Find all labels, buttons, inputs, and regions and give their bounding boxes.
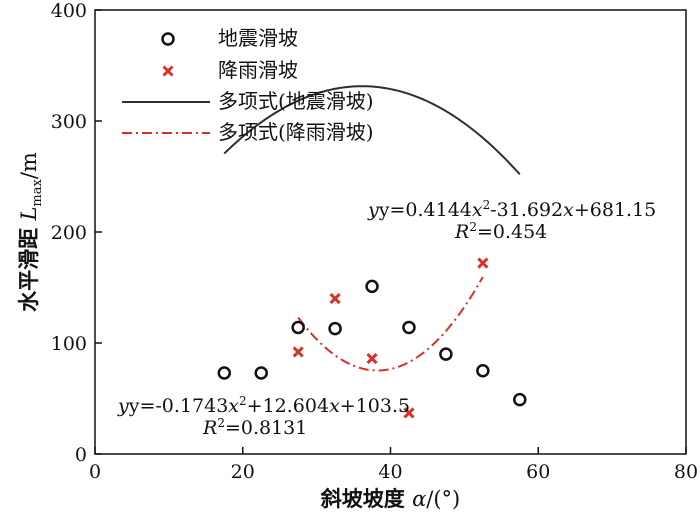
y-axis-title: 水平滑距 Lmax/m [16,152,45,312]
earthquake-point [254,366,268,380]
eq-rain-mid: -31.692 [490,199,563,221]
y-tick-label: 100 [51,333,87,355]
x-tick-label: 80 [674,461,698,483]
eq-quake-x2: x [228,395,239,417]
x-axis-title: 斜坡坡度 α/(°) [320,486,460,511]
legend-label-rainfall-fit: 多项式(降雨滑坡) [218,120,374,144]
eq-quake-suffix: +103.5 [340,395,410,417]
fit-curve-earthquake [223,85,521,175]
eq-rain-x2: x [472,199,483,221]
earthquake-point [365,279,379,294]
r2-earthquake: R2=0.8131 [202,416,307,439]
y-tick-label: 200 [51,222,87,244]
eq-quake-prefix: y=-0.1743 [128,395,229,417]
eq-quake-sup: 2 [239,394,247,408]
rainfall-point [477,257,489,269]
eq-quake-y: y [117,395,129,417]
equation-rainfall: yy=0.4144x2-31.692x+681.15 [367,198,656,221]
fit-curves [223,85,521,372]
earthquake-point [217,366,232,380]
rainfall-point [366,352,378,365]
r2-quake-value: =0.8131 [225,417,307,439]
x-tick-label: 60 [526,461,550,483]
equation-earthquake: yy=-0.1743x2+12.604x+103.5 [117,394,410,417]
earthquake-point [439,347,453,361]
r2-rain-r: R [454,221,469,243]
annotations: yy=0.4144x2-31.692x+681.15 R2=0.454 yy=-… [117,198,656,439]
x-tick-label: 20 [231,461,255,483]
r2-rain-sup: 2 [469,220,477,234]
r2-rainfall: R2=0.454 [454,220,547,243]
earthquake-point [291,320,305,335]
fit-curve-rainfall [297,276,484,372]
y-tick-label: 300 [51,111,87,133]
rainfall-point [329,293,341,305]
rainfall-point [403,407,415,419]
eq-rain-sup: 2 [483,198,491,212]
eq-rain-suffix: +681.15 [574,199,656,221]
r2-rain-value: =0.454 [477,221,547,243]
eq-quake-mid: +12.604 [247,395,329,417]
eq-rain-prefix: y=0.4144 [378,199,472,221]
r2-quake-sup: 2 [217,416,225,430]
legend-label-earthquake: 地震滑坡 [218,26,298,50]
rainfall-point [292,346,304,358]
earthquake-point [513,392,527,407]
axes: 0 20 40 60 80 0 100 200 300 400 斜坡坡度 α/(°) 水平滑距 Lma… [16,0,698,511]
data-points [217,257,527,419]
eq-rain-x1: x [563,199,574,221]
legend-marker-rainfall [162,65,174,77]
earthquake-point [476,364,490,378]
legend-marker-earthquake [161,32,175,46]
x-tick-label: 40 [378,461,402,483]
eq-quake-x1: x [329,395,340,417]
eq-rain-y: y [367,199,379,221]
y-tick-label: 0 [75,444,87,466]
earthquake-point [328,321,342,336]
r2-quake-r: R [202,417,217,439]
x-tick-label: 0 [89,461,101,483]
earthquake-point [402,320,416,335]
legend-label-earthquake-fit: 多项式(地震滑坡) [218,89,374,113]
legend-label-rainfall: 降雨滑坡 [218,58,298,82]
plot-frame [94,9,687,455]
y-tick-label: 400 [51,0,87,22]
